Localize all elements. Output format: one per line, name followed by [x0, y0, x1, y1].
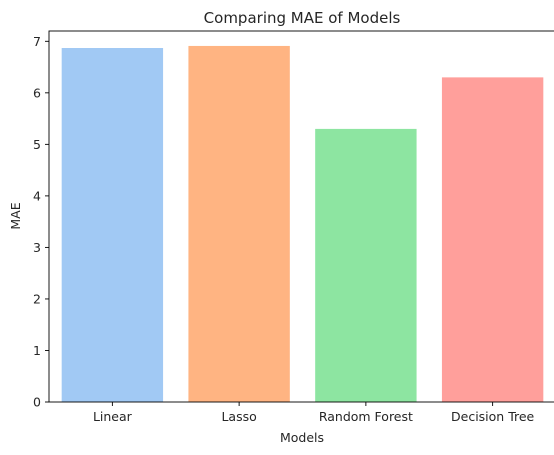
y-tick-label: 1 [33, 343, 41, 358]
plot-frame [48, 30, 554, 403]
x-tick-label: Lasso [221, 409, 256, 424]
x-tick-label: Decision Tree [451, 409, 535, 424]
y-tick-label: 6 [33, 85, 41, 100]
y-tick-label: 5 [33, 137, 41, 152]
y-tick-label: 7 [33, 34, 41, 49]
y-tick-label: 3 [33, 240, 41, 255]
bar-linear [61, 48, 164, 403]
y-tick-label: 2 [33, 291, 41, 306]
y-axis-label: MAE [8, 202, 23, 229]
y-tick-label: 0 [33, 395, 41, 410]
bars-group [61, 45, 544, 403]
y-tick-label: 4 [33, 188, 41, 203]
bar-lasso [188, 45, 290, 402]
bar-random-forest [315, 128, 417, 402]
chart-title: Comparing MAE of Models [204, 9, 401, 27]
x-axis-label: Models [280, 430, 324, 445]
y-axis-ticks: 0 1 2 3 4 5 6 7 [33, 34, 49, 410]
x-tick-label: Random Forest [319, 409, 413, 424]
x-tick-label: Linear [93, 409, 133, 424]
x-axis-ticks: Linear Lasso Random Forest Decision Tree [93, 402, 535, 424]
bar-decision-tree [441, 77, 544, 402]
